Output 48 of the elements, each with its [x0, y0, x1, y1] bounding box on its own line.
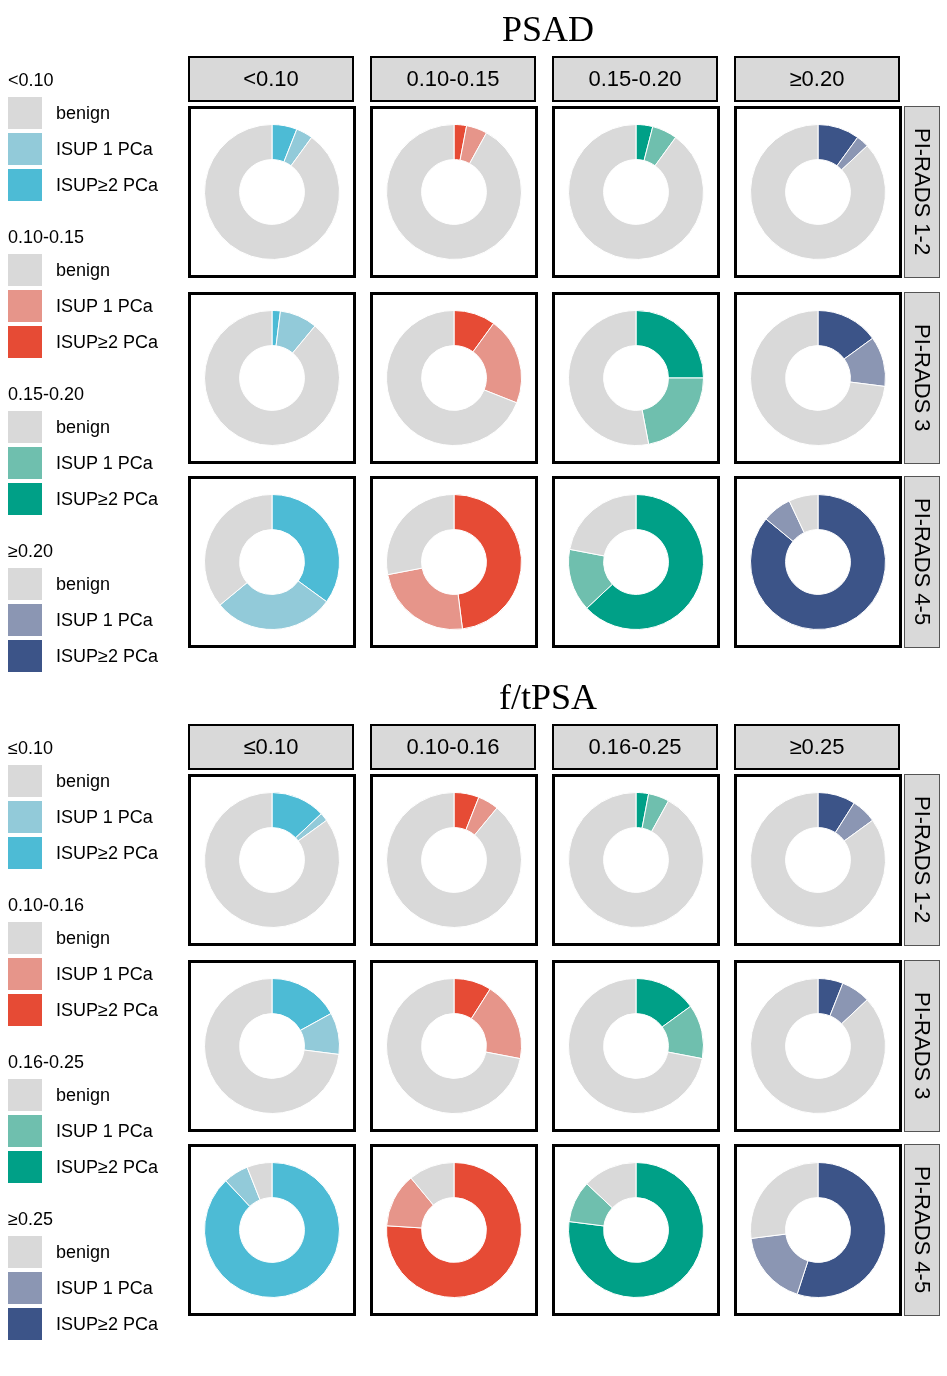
chart-title: 0.10-0.15	[370, 56, 536, 102]
chart-title: <0.10	[188, 56, 354, 102]
legend-title: ≥0.25	[8, 1209, 54, 1230]
legend-label: ISUP 1 PCa	[56, 1277, 153, 1299]
legend-label: ISUP 1 PCa	[56, 806, 153, 828]
legend-title: <0.10	[8, 70, 55, 91]
legend-label: ISUP≥2 PCa	[56, 999, 158, 1021]
legend-label: ISUP 1 PCa	[56, 1120, 153, 1142]
text: PI-RADS 3	[904, 960, 940, 1132]
text: PSAD	[500, 8, 595, 50]
legend-title: 0.16-0.25	[8, 1052, 86, 1073]
legend-label: benign	[56, 1084, 111, 1106]
legend-label: benign	[56, 259, 111, 281]
legend-label: benign	[56, 927, 111, 949]
legend-label: ISUP≥2 PCa	[56, 1313, 158, 1335]
legend-label: ISUP 1 PCa	[56, 452, 153, 474]
legend-label: benign	[56, 1241, 111, 1263]
legend-label: ISUP≥2 PCa	[56, 331, 158, 353]
legend-label: ISUP 1 PCa	[56, 138, 153, 160]
legend-title: ≤0.10	[8, 738, 54, 759]
legend-label: benign	[56, 770, 111, 792]
legend-label: ISUP 1 PCa	[56, 963, 153, 985]
legend-title: ≥0.20	[8, 541, 54, 562]
legend-title: 0.15-0.20	[8, 384, 86, 405]
chart-title: 0.15-0.20	[552, 56, 718, 102]
chart-title: 0.10-0.16	[370, 724, 536, 770]
legend-label: ISUP≥2 PCa	[56, 842, 158, 864]
legend-label: ISUP 1 PCa	[56, 609, 153, 631]
chart-title: ≥0.20	[734, 56, 900, 102]
legend-label: ISUP≥2 PCa	[56, 645, 158, 667]
legend-label: benign	[56, 416, 111, 438]
text: f/tPSA	[497, 676, 598, 718]
legend-title: 0.10-0.15	[8, 227, 86, 248]
legend-label: benign	[56, 102, 111, 124]
text: PI-RADS 1-2	[904, 106, 940, 278]
legend-label: benign	[56, 573, 111, 595]
chart-title: 0.16-0.25	[552, 724, 718, 770]
legend-label: ISUP 1 PCa	[56, 295, 153, 317]
chart-title: ≤0.10	[188, 724, 354, 770]
text: PI-RADS 1-2	[904, 774, 940, 946]
text: PI-RADS 4-5	[904, 1144, 940, 1316]
text: PI-RADS 3	[904, 292, 940, 464]
legend-title: 0.10-0.16	[8, 895, 86, 916]
legend-label: ISUP≥2 PCa	[56, 488, 158, 510]
legend-label: ISUP≥2 PCa	[56, 174, 158, 196]
text: PI-RADS 4-5	[904, 476, 940, 648]
legend-label: ISUP≥2 PCa	[56, 1156, 158, 1178]
chart-title: ≥0.25	[734, 724, 900, 770]
